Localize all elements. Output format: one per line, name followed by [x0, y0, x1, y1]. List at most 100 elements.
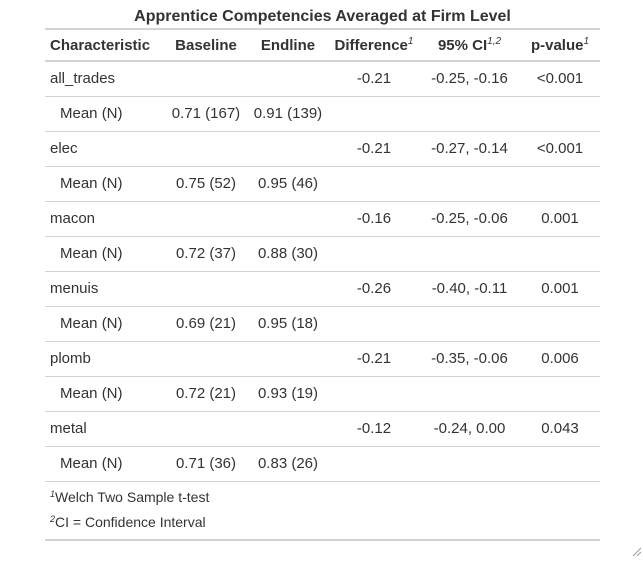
cell-baseline: [165, 131, 247, 166]
table-row: Mean (N) 0.69 (21) 0.95 (18): [45, 306, 600, 341]
table-row: all_trades -0.21 -0.25, -0.16 <0.001: [45, 61, 600, 96]
table-title: Apprentice Competencies Averaged at Firm…: [134, 8, 511, 25]
row-label: Mean (N): [60, 245, 123, 262]
cell-ci: [419, 166, 520, 201]
header-ci: 95% CI1,2: [419, 28, 520, 62]
cell-baseline: 0.72 (37): [175, 245, 237, 262]
row-label: menuis: [50, 280, 99, 297]
cell-p-value: 0.001: [541, 280, 579, 297]
cell-p-value: <0.001: [536, 140, 584, 157]
cell-ci: -0.35, -0.06: [431, 350, 508, 367]
header-baseline: Baseline: [165, 28, 247, 62]
cell-p-value: 0.001: [541, 210, 579, 227]
table-row: metal -0.12 -0.24, 0.00 0.043: [45, 411, 600, 446]
header-p-value: p-value1: [520, 28, 600, 62]
cell-endline: [247, 271, 329, 306]
footnote-ref: 1: [407, 35, 414, 47]
cell-ci: -0.24, 0.00: [433, 420, 506, 437]
row-label: all_trades: [50, 70, 116, 88]
cell-difference: [329, 306, 419, 341]
cell-p-value: [520, 166, 600, 201]
table-row: Mean (N) 0.72 (21) 0.93 (19): [45, 376, 600, 411]
row-label: plomb: [50, 350, 91, 367]
cell-endline: 0.83 (26): [257, 455, 319, 472]
row-label: elec: [50, 140, 78, 157]
header-characteristic: Characteristic: [45, 28, 165, 62]
cell-ci: [419, 446, 520, 481]
table-footnotes: 1Welch Two Sample t-test 2CI = Confidenc…: [45, 482, 600, 541]
cell-p-value: [520, 96, 600, 131]
table-row: elec -0.21 -0.27, -0.14 <0.001: [45, 131, 600, 166]
row-label: Mean (N): [60, 175, 123, 192]
table-row: menuis -0.26 -0.40, -0.11 0.001: [45, 271, 600, 306]
cell-baseline: 0.69 (21): [175, 315, 237, 332]
footnote-mark: 2: [50, 513, 56, 524]
header-difference: Difference1: [329, 28, 419, 62]
cell-ci: [419, 376, 520, 411]
table-row: Mean (N) 0.75 (52) 0.95 (46): [45, 166, 600, 201]
row-label: metal: [50, 420, 87, 437]
cell-baseline: [165, 271, 247, 306]
cell-baseline: [165, 341, 247, 376]
cell-difference: [329, 96, 419, 131]
footnote-text: Welch Two Sample t-test: [55, 488, 210, 505]
cell-endline: 0.93 (19): [257, 385, 319, 402]
footnote-ref: 1,2: [487, 35, 502, 47]
cell-difference: -0.21: [356, 140, 392, 157]
cell-difference: [329, 236, 419, 271]
results-table-container: Apprentice Competencies Averaged at Firm…: [45, 6, 600, 541]
cell-baseline: [165, 201, 247, 236]
cell-ci: -0.25, -0.16: [431, 70, 508, 88]
row-label: Mean (N): [60, 455, 123, 472]
footnote-ref: 1: [583, 35, 590, 47]
cell-difference: -0.16: [356, 210, 392, 227]
cell-baseline: 0.71 (36): [175, 455, 237, 472]
table-row: plomb -0.21 -0.35, -0.06 0.006: [45, 341, 600, 376]
cell-endline: [247, 411, 329, 446]
table-row: Mean (N) 0.71 (36) 0.83 (26): [45, 446, 600, 481]
cell-p-value: [520, 236, 600, 271]
footnote: 2CI = Confidence Interval: [45, 510, 600, 535]
cell-endline: [247, 341, 329, 376]
row-label: Mean (N): [60, 385, 123, 402]
header-endline: Endline: [247, 28, 329, 62]
row-label: Mean (N): [60, 315, 123, 332]
cell-ci: -0.40, -0.11: [431, 280, 508, 297]
cell-baseline: 0.71 (167): [171, 105, 241, 122]
cell-baseline: [165, 411, 247, 446]
resize-handle-icon[interactable]: [631, 543, 642, 557]
cell-p-value: [520, 376, 600, 411]
row-label: macon: [50, 210, 96, 227]
cell-difference: -0.12: [356, 420, 392, 437]
cell-ci: -0.25, -0.06: [431, 210, 508, 227]
cell-p-value: 0.043: [541, 420, 579, 437]
cell-baseline: 0.72 (21): [175, 385, 237, 402]
cell-difference: -0.21: [356, 70, 392, 88]
cell-difference: [329, 446, 419, 481]
footnote-mark: 1: [50, 488, 56, 499]
table-row: Mean (N) 0.71 (167) 0.91 (139): [45, 96, 600, 131]
footnote: 1Welch Two Sample t-test: [45, 485, 600, 510]
cell-ci: [419, 236, 520, 271]
cell-endline: [247, 131, 329, 166]
header-row: Characteristic Baseline Endline Differen…: [45, 28, 600, 62]
cell-endline: 0.95 (18): [257, 315, 319, 332]
cell-endline: 0.88 (30): [257, 245, 319, 262]
cell-endline: 0.91 (139): [253, 105, 323, 122]
table-row: macon -0.16 -0.25, -0.06 0.001: [45, 201, 600, 236]
cell-p-value: 0.006: [541, 350, 579, 367]
cell-difference: -0.26: [356, 280, 392, 297]
cell-p-value: [520, 446, 600, 481]
cell-baseline: 0.75 (52): [175, 175, 237, 192]
footnote-text: CI = Confidence Interval: [55, 513, 206, 530]
cell-difference: -0.21: [356, 350, 392, 367]
cell-ci: -0.27, -0.14: [431, 140, 508, 157]
cell-baseline: [165, 61, 247, 96]
results-table: Characteristic Baseline Endline Differen…: [45, 28, 600, 482]
cell-endline: [247, 201, 329, 236]
cell-difference: [329, 376, 419, 411]
cell-difference: [329, 166, 419, 201]
cell-endline: [247, 61, 329, 96]
cell-p-value: <0.001: [536, 70, 584, 88]
cell-ci: [419, 306, 520, 341]
